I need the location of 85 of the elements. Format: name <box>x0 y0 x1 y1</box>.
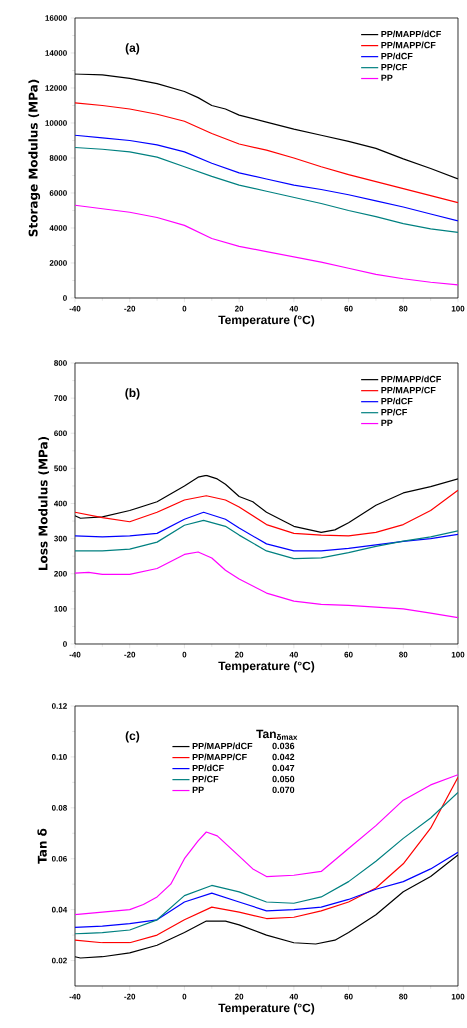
x-tick-label: -20 <box>124 993 136 1000</box>
line-series <box>75 774 458 916</box>
y-tick-label: 2000 <box>49 260 67 266</box>
y-tick-label: 0 <box>63 641 67 647</box>
legend-label: PP/dCF <box>381 52 413 60</box>
x-tick-label: 80 <box>399 651 408 658</box>
x-tick-label: 40 <box>289 651 298 658</box>
x-axis-title: Temperature (°C) <box>218 661 315 673</box>
x-tick-label: 0 <box>182 651 187 658</box>
y-axis-title: Tan δ <box>37 828 47 864</box>
x-tick-label: 100 <box>451 651 465 658</box>
legend-label: PP/CF <box>381 63 407 71</box>
annotation: 0.047 <box>272 764 295 772</box>
x-tick-label: 60 <box>344 305 353 312</box>
x-tick-label: -40 <box>69 305 81 312</box>
y-axis-title: Storage Modulus (MPa) <box>28 79 41 237</box>
y-tick-label: 0.08 <box>51 804 67 811</box>
legend-label: PP/MAPP/dCF <box>381 375 441 383</box>
x-axis-title: Temperature (°C) <box>218 315 315 327</box>
y-tick-label: 800 <box>54 360 67 366</box>
legend-label: PP/CF <box>192 775 219 783</box>
x-axis-title: Temperature (°C) <box>218 1003 315 1015</box>
y-tick-label: 0.10 <box>51 754 67 760</box>
annotation: (c) <box>125 731 140 743</box>
annotation: (b) <box>125 388 140 400</box>
x-tick-label: -20 <box>124 305 136 312</box>
y-tick-label: 10000 <box>45 120 67 126</box>
legend-label: PP/dCF <box>381 397 413 405</box>
x-tick-label: 20 <box>234 651 244 658</box>
y-tick-label: 0.06 <box>51 855 67 862</box>
line-series <box>75 134 458 222</box>
x-tick-label: 60 <box>344 651 353 658</box>
line-series <box>75 102 458 204</box>
y-tick-label: 12000 <box>45 85 67 91</box>
annotation: 0.050 <box>272 775 295 783</box>
y-tick-label: 700 <box>54 395 67 401</box>
x-tick-label: 40 <box>289 305 298 312</box>
x-tick-label: 80 <box>399 305 408 312</box>
annotation: 0.036 <box>272 742 295 750</box>
legend-label: PP/dCF <box>192 764 224 772</box>
legend-label: PP/MAPP/dCF <box>192 742 253 750</box>
x-tick-label: 60 <box>344 993 353 1000</box>
y-tick-label: 200 <box>54 570 67 577</box>
x-tick-label: 20 <box>234 305 244 312</box>
y-tick-label: 0 <box>63 295 67 301</box>
annotation: 0.042 <box>272 753 295 761</box>
annotation: 0.070 <box>272 786 295 794</box>
y-tick-label: 6000 <box>49 190 67 196</box>
y-tick-label: 4000 <box>49 225 67 231</box>
legend-label: PP/MAPP/CF <box>381 386 436 394</box>
annotation: (a) <box>125 43 140 55</box>
line-series <box>75 489 458 537</box>
line-series <box>75 851 458 929</box>
legend-label: PP <box>192 786 204 793</box>
y-tick-label: 0.12 <box>51 703 67 709</box>
y-tick-label: 16000 <box>45 15 67 21</box>
x-tick-label: 40 <box>289 993 298 1000</box>
x-tick-label: -40 <box>69 651 81 658</box>
legend-label: PP/MAPP/dCF <box>381 30 441 38</box>
x-tick-label: 100 <box>451 993 465 1000</box>
x-tick-label: -20 <box>124 651 136 658</box>
y-tick-label: 8000 <box>49 155 67 161</box>
y-tick-label: 500 <box>54 465 67 472</box>
y-tick-label: 14000 <box>45 50 67 56</box>
legend-label: PP <box>381 74 393 81</box>
y-axis-title: Loss Modulus (MPa) <box>38 436 49 570</box>
y-tick-label: 0.04 <box>51 906 68 913</box>
y-tick-label: 400 <box>53 500 67 507</box>
line-series <box>75 511 458 552</box>
x-tick-label: -40 <box>69 993 81 1000</box>
legend-label: PP/CF <box>381 408 407 416</box>
y-tick-label: 100 <box>54 606 67 612</box>
legend-label: PP <box>381 419 393 426</box>
x-tick-label: 0 <box>182 993 187 1000</box>
line-series <box>75 519 458 560</box>
x-tick-label: 80 <box>399 993 408 1000</box>
y-tick-label: 0.02 <box>51 957 67 964</box>
legend-title: Tan$_{δmax}$ <box>256 729 298 740</box>
legend-label: PP/MAPP/CF <box>381 41 436 49</box>
y-tick-label: 300 <box>54 535 67 542</box>
x-tick-label: 0 <box>182 305 187 312</box>
x-tick-label: 20 <box>234 993 244 1000</box>
legend-label: PP/MAPP/CF <box>192 753 247 761</box>
y-tick-label: 600 <box>54 430 67 437</box>
x-tick-label: 100 <box>451 305 465 312</box>
